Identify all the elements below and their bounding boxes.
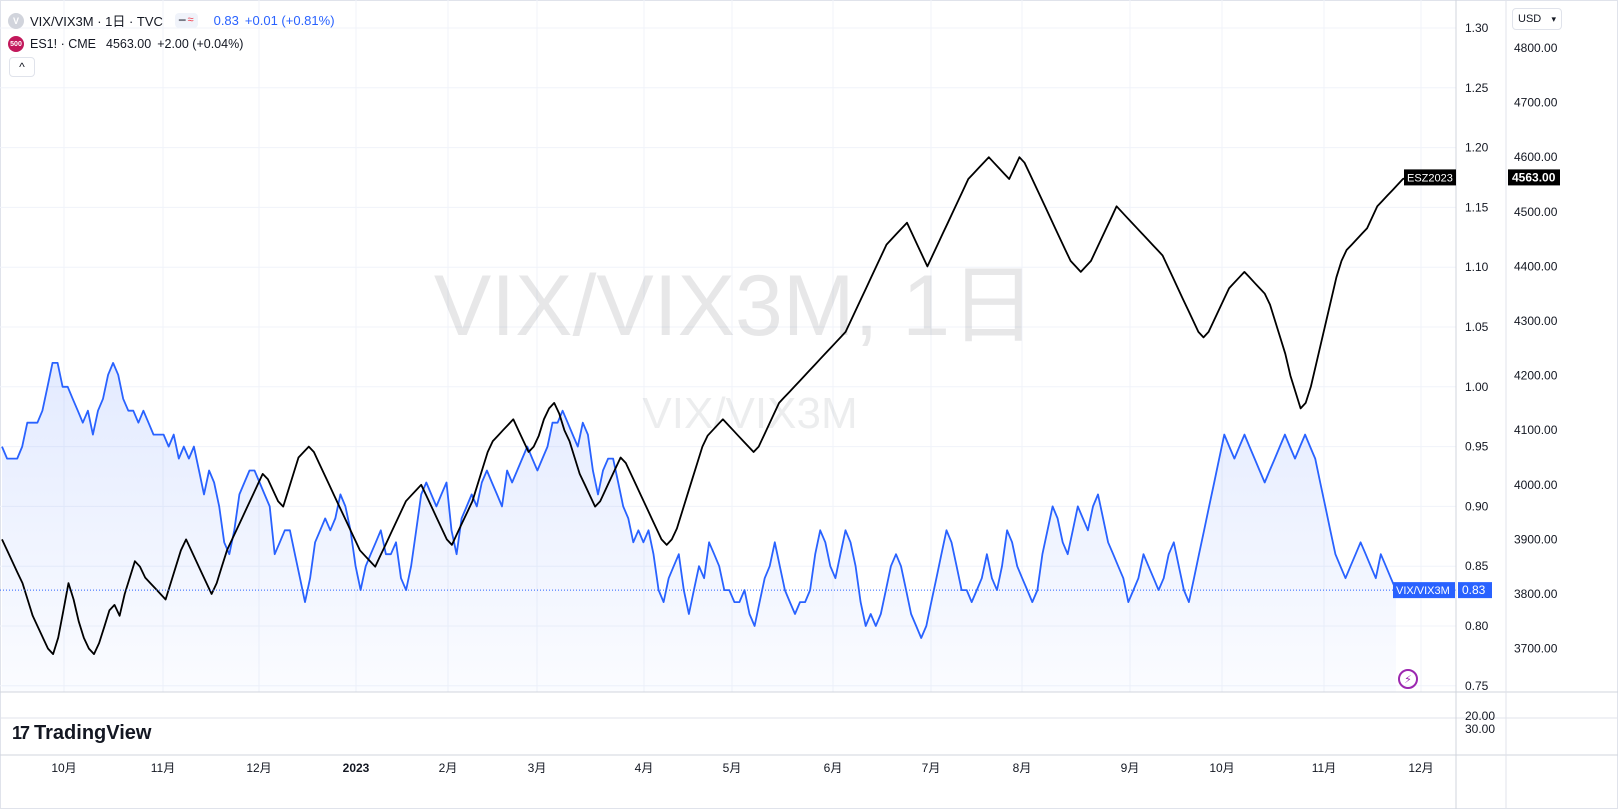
chevron-down-icon: ▾ (1551, 13, 1556, 24)
logo-text: TradingView (34, 722, 152, 744)
lower-pane-tick-label: 30.00 (1465, 722, 1495, 736)
time-axis-label: 10月 (51, 761, 76, 775)
ratio-axis-tick-label: 0.90 (1465, 499, 1489, 513)
ratio-axis-tick-label: 1.25 (1465, 81, 1489, 95)
ratio-value-tag (1458, 582, 1492, 599)
ratio-axis-tick-label: 0.80 (1465, 619, 1489, 633)
es-axis-tick-label: 4700.00 (1514, 96, 1558, 110)
lightning-icon[interactable]: ⚡ (1398, 669, 1418, 689)
es-axis-tick-label: 4500.00 (1514, 205, 1558, 219)
ratio-axis-tick-label: 0.75 (1465, 679, 1489, 693)
ratio-axis-tick-label: 1.00 (1465, 380, 1489, 394)
time-axis-label: 6月 (824, 761, 843, 775)
ratio-axis-tick-label: 0.95 (1465, 440, 1489, 454)
es-axis-tick-label: 4300.00 (1514, 314, 1558, 328)
time-axis-label: 9月 (1121, 761, 1140, 775)
ratio-series-line (1, 362, 1397, 639)
watermark-big: VIX/VIX3M, 1日 (434, 258, 1036, 354)
es-axis-tick-label: 4400.00 (1514, 259, 1558, 273)
es-axis-tick-label: 4200.00 (1514, 369, 1558, 383)
ratio-value-tag-text: 0.83 (1462, 583, 1486, 597)
collapse-legend-button[interactable]: ^ (9, 57, 35, 77)
ratio-axis-tick-label: 1.05 (1465, 320, 1489, 334)
es-value-tag-text: 4563.00 (1512, 170, 1556, 184)
time-axis-label: 12月 (246, 761, 271, 775)
es-axis-tick-label: 4000.00 (1514, 478, 1558, 492)
ratio-area-fill (2, 362, 1396, 692)
lower-pane-tick-label: 20.00 (1465, 709, 1495, 723)
es-axis-tick-label: 3700.00 (1514, 642, 1558, 656)
ratio-name-tag-text: VIX/VIX3M (1396, 585, 1450, 597)
es-value-tag (1508, 169, 1560, 186)
time-axis-label: 12月 (1408, 761, 1433, 775)
ratio-axis-tick-label: 1.30 (1465, 21, 1489, 35)
es-axis-tick-label: 4100.00 (1514, 423, 1558, 437)
time-axis-label: 11月 (1312, 761, 1336, 775)
ratio-axis-tick-label: 1.10 (1465, 260, 1489, 274)
es-axis-tick-label: 3900.00 (1514, 532, 1558, 546)
ratio-axis-tick-label: 1.15 (1465, 200, 1489, 214)
watermark-small: VIX/VIX3M (642, 389, 857, 438)
time-axis-label: 2月 (439, 761, 458, 775)
legend-main-symbol[interactable]: VIX/VIX3M · 1日 · TVC (30, 14, 163, 29)
legend-compare-change: +2.00 (+0.04%) (157, 37, 244, 51)
time-axis-label: 8月 (1013, 761, 1032, 775)
time-axis-label: 10月 (1209, 761, 1234, 775)
time-axis-label: 5月 (723, 761, 742, 775)
time-axis-label: 4月 (635, 761, 654, 775)
chevron-up-icon: ^ (19, 60, 25, 74)
legend-main-change: +0.01 (+0.81%) (244, 13, 335, 28)
time-axis-label: 3月 (528, 761, 547, 775)
ratio-axis-tick-label: 1.20 (1465, 141, 1489, 155)
es-axis-tick-label: 3800.00 (1514, 587, 1558, 601)
time-axis-label: 7月 (922, 761, 941, 775)
ratio-axis-tick-label: 0.85 (1465, 559, 1489, 573)
es-series-line (1, 156, 1409, 655)
legend-main-value: 0.83 (213, 13, 239, 28)
es-name-tag (1404, 169, 1456, 186)
es-name-tag-text: ESZ2023 (1407, 172, 1453, 184)
legend-pill[interactable]: ━ ≈ (174, 13, 198, 28)
legend-compare-symbol[interactable]: ES1! · CME (30, 37, 96, 51)
currency-selector[interactable]: USD ▾ (1512, 8, 1562, 30)
es-axis-tick-label: 4800.00 (1514, 41, 1558, 55)
series-layer (0, 156, 1456, 692)
tradingview-logo[interactable]: 17 TradingView (12, 722, 151, 745)
legend-main[interactable]: V VIX/VIX3M · 1日 · TVC ━ ≈ 0.83 +0.01 (+… (8, 11, 335, 30)
time-axis-label: 2023 (343, 761, 370, 775)
minus-icon: ━ (178, 15, 186, 27)
es-symbol-icon: 500 (8, 36, 24, 52)
approx-icon: ≈ (187, 14, 194, 26)
legend-compare-value: 4563.00 (106, 37, 152, 51)
vix-symbol-icon: V (8, 12, 24, 29)
es-axis-tick-label: 4600.00 (1514, 150, 1558, 164)
ratio-name-tag (1393, 582, 1455, 599)
currency-label: USD (1518, 13, 1542, 25)
tradingview-logo-icon: 17 (12, 723, 30, 743)
time-axis-label: 11月 (151, 761, 175, 775)
legend-compare[interactable]: 500 ES1! · CME 4563.00 +2.00 (+0.04%) (8, 36, 243, 52)
